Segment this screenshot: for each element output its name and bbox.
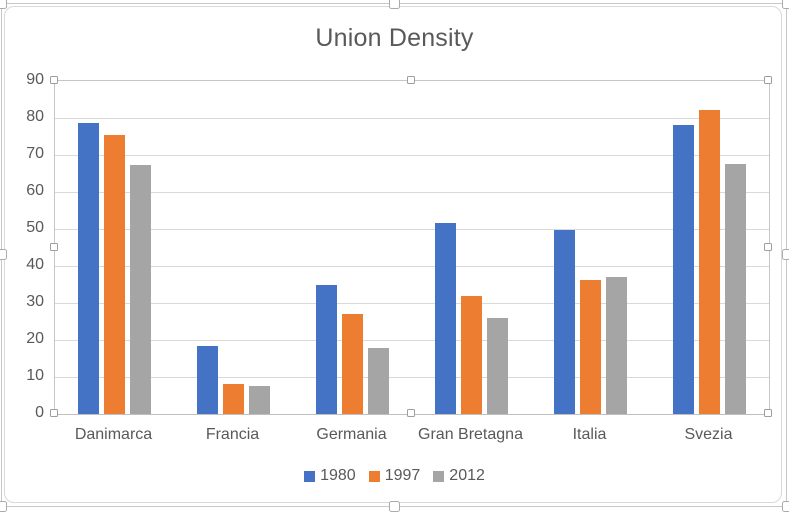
x-category-label[interactable]: Gran Bretagna [418,426,523,443]
chart-selection-handle-s[interactable] [389,501,400,512]
bar-1997-gran-bretagna[interactable] [461,296,482,414]
legend-item-2012[interactable]: 2012 [433,467,485,485]
bar-2012-danimarca[interactable] [130,165,151,414]
bar-1980-italia[interactable] [554,230,575,414]
gridline [55,155,769,156]
bar-1997-svezia[interactable] [699,110,720,414]
x-category-label[interactable]: Germania [316,426,387,443]
gridline [55,118,769,119]
x-category-label[interactable]: Italia [572,426,607,443]
bar-1997-danimarca[interactable] [104,135,125,414]
y-tick-label[interactable]: 10 [26,367,44,384]
x-category-label[interactable]: Danimarca [74,426,153,443]
chart-selection-handle-w[interactable] [0,249,7,260]
chart-selection-handle-nw[interactable] [0,0,7,9]
legend-label: 1980 [320,467,356,484]
bar-1980-germania[interactable] [316,285,337,414]
x-category-label[interactable]: Francia [205,426,260,443]
bar-group-germania [293,81,412,414]
legend-swatch-icon [304,470,316,482]
y-tick-label[interactable]: 0 [35,404,44,421]
gridline [55,229,769,230]
y-tick-label[interactable]: 30 [26,293,44,310]
bar-group-francia [174,81,293,414]
y-tick-label[interactable]: 60 [26,182,44,199]
y-tick-label[interactable]: 70 [26,145,44,162]
legend-label: 1997 [384,467,421,484]
gridline [55,377,769,378]
plot-selection-handle-e[interactable] [764,243,772,251]
bar-1997-italia[interactable] [580,280,601,414]
bar-2012-italia[interactable] [606,277,627,414]
x-category-label[interactable]: Svezia [684,426,733,443]
chart-selection-handle-ne[interactable] [782,0,789,9]
bar-2012-gran-bretagna[interactable] [487,318,508,414]
y-tick-label[interactable]: 50 [26,219,44,236]
legend-swatch-icon [433,470,445,482]
y-tick-label[interactable]: 90 [26,71,44,88]
chart-selection-handle-n[interactable] [389,0,400,9]
y-tick-label[interactable]: 40 [26,256,44,273]
gridline [55,303,769,304]
plot-selection-handle-n[interactable] [407,76,415,84]
bar-1980-francia[interactable] [197,346,218,414]
gridline [55,340,769,341]
bar-group-italia [531,81,650,414]
plot-selection-handle-se[interactable] [764,409,772,417]
chart-selection-handle-se[interactable] [782,501,789,512]
legend-label: 2012 [449,467,485,484]
bar-group-gran-bretagna [412,81,531,414]
legend-swatch-icon [368,470,380,482]
y-tick-label[interactable]: 80 [26,108,44,125]
bar-1980-svezia[interactable] [673,125,694,414]
bar-2012-svezia[interactable] [725,164,746,414]
plot-selection-handle-ne[interactable] [764,76,772,84]
gridline [55,266,769,267]
plot-selection-handle-sw[interactable] [50,409,58,417]
chart-selection-handle-sw[interactable] [0,501,7,512]
chart-title[interactable]: Union Density [315,24,474,52]
bar-2012-francia[interactable] [249,386,270,414]
plot-selection-handle-nw[interactable] [50,76,58,84]
y-tick-label[interactable]: 20 [26,330,44,347]
bar-1997-germania[interactable] [342,314,363,414]
bar-2012-germania[interactable] [368,348,389,414]
bar-1997-francia[interactable] [223,384,244,414]
legend[interactable]: 1980 1997 2012 [0,467,789,485]
plot-area[interactable] [54,80,770,415]
bar-group-svezia [650,81,769,414]
plot-selection-handle-s[interactable] [407,409,415,417]
gridline [55,192,769,193]
bar-groups [55,81,769,414]
chart-selection-handle-e[interactable] [782,249,789,260]
bar-1980-gran-bretagna[interactable] [435,223,456,414]
x-axis[interactable]: Danimarca Francia Germania Gran Bretagna Ita… [54,426,768,444]
legend-item-1980[interactable]: 1980 [304,467,356,485]
legend-item-1997[interactable]: 1997 [368,467,421,485]
bar-group-danimarca [55,81,174,414]
plot-selection-handle-w[interactable] [50,243,58,251]
bar-1980-danimarca[interactable] [78,123,99,414]
